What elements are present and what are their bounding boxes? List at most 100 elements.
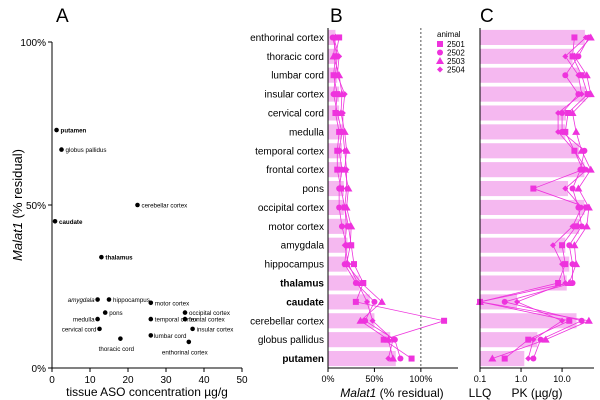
- scatter-point-label: cerebellar cortex: [142, 203, 189, 210]
- panel-b-series-point: [339, 128, 346, 135]
- legend-label: 2504: [447, 66, 465, 75]
- panel-c-bar: [480, 124, 566, 140]
- scatter-point-label: amygdala: [68, 297, 95, 304]
- panel-c-series-line: [479, 37, 592, 359]
- panel-b-series-point: [369, 317, 376, 324]
- panel-c-x-tick-label: 10.0: [553, 374, 571, 384]
- panel-b-series-line: [333, 37, 394, 359]
- panel-c-bar: [480, 181, 569, 197]
- scatter-point: [182, 310, 188, 315]
- panel-c-series-point: [555, 280, 562, 286]
- panel-c-series-point: [562, 185, 569, 192]
- legend-marker: [437, 41, 443, 47]
- panel-c-series-line: [479, 37, 589, 359]
- panel-c-series-point: [578, 223, 585, 230]
- panel-c-bar: [480, 199, 585, 215]
- panel-c-series-point: [574, 184, 583, 192]
- panel-b-x-tick-label: 50%: [365, 374, 383, 384]
- panel-c-series-point: [569, 223, 576, 230]
- category-label: temporal cortex: [255, 146, 324, 157]
- scatter-point-label: putamen: [61, 128, 87, 135]
- panel-c-series-point: [501, 355, 508, 362]
- panel-c-series-point: [488, 354, 497, 362]
- panel-c-series-point: [577, 146, 586, 154]
- panel-c-bar: [480, 275, 567, 291]
- panel-c-series-point: [566, 242, 573, 249]
- panel-c-series-point: [559, 242, 566, 249]
- panel-c-series-point: [582, 34, 589, 41]
- panel-c-series-point: [572, 260, 581, 268]
- scatter-point-label: temporal cortex: [155, 317, 199, 324]
- panel-c-bar: [480, 294, 518, 310]
- panel-b-series-line: [332, 37, 401, 359]
- panel-a-x-tick-label: 0: [49, 375, 55, 386]
- panel-b-series-point: [341, 242, 348, 249]
- panel-a-x-tick-label: 30: [160, 375, 172, 386]
- panel-b-bar: [328, 313, 375, 329]
- legend-marker: [436, 57, 444, 64]
- legend-label: 2503: [447, 57, 465, 66]
- panel-c-series-point: [578, 91, 585, 98]
- category-label: putamen: [282, 354, 324, 365]
- panel-b-series-point: [408, 355, 415, 362]
- scatter-point: [102, 310, 108, 315]
- panel-c-series-point: [565, 110, 572, 116]
- panel-b-series-point: [441, 317, 448, 324]
- panel-letter-b: B: [330, 6, 343, 27]
- scatter-point-label: globus pallidus: [66, 147, 107, 154]
- panel-c-series-point: [555, 110, 562, 116]
- panel-b-x-tick-label: 0%: [321, 374, 334, 384]
- panel-b-series-point: [336, 53, 343, 60]
- scatter-point: [95, 316, 100, 322]
- panel-c-series-point: [525, 336, 532, 343]
- panel-c-bar-chart: 0.1 1.0 10.0 LLQ PK (µg/g): [469, 28, 595, 400]
- scatter-point-label: enthorinal cortex: [162, 349, 209, 356]
- panel-b-series-point: [385, 355, 392, 362]
- panel-b-series-point: [390, 336, 396, 343]
- panel-c-series-point: [566, 317, 573, 324]
- panel-b-series-point: [334, 91, 341, 98]
- scatter-point: [186, 339, 192, 345]
- panel-c-bar: [480, 48, 573, 64]
- panel-b-bar-chart: enthorinal cortex thoracic cord lumbar cor…: [250, 28, 465, 400]
- panel-c-series-point: [541, 335, 550, 343]
- panel-c-bar: [480, 162, 585, 178]
- category-label: medulla: [289, 127, 324, 138]
- panel-b-series-point: [356, 316, 365, 324]
- panel-b-series-point: [343, 223, 350, 230]
- category-label: motor cortex: [268, 222, 324, 233]
- panel-b-series-point: [341, 147, 348, 154]
- panel-a-y-label: Malat1 (% residual): [10, 149, 25, 261]
- panel-c-series-point: [584, 203, 593, 211]
- panel-c-series-point: [586, 90, 595, 98]
- panel-c-bar: [480, 67, 580, 83]
- panel-b-series-point: [336, 34, 343, 41]
- panel-b-series-point: [330, 34, 337, 41]
- scatter-point: [59, 147, 64, 152]
- panel-c-series-point: [582, 222, 591, 230]
- panel-b-series-point: [334, 166, 341, 173]
- scatter-point-label: medulla: [73, 317, 95, 324]
- panel-c-x-tick-label: 1.0: [515, 374, 528, 384]
- panel-c-series-point: [568, 109, 577, 116]
- panel-c-series-point: [549, 242, 556, 249]
- scatter-point: [106, 297, 112, 302]
- panel-a-x-label: tissue ASO concentration µg/g: [66, 385, 228, 399]
- panel-a-y-tick-label: 50%: [26, 201, 46, 212]
- panel-b-series-point: [389, 354, 397, 362]
- panel-c-series-point: [586, 33, 595, 41]
- panel-a-scatter: Malat1 (% residual) tissue ASO concentra…: [10, 38, 248, 399]
- scatter-point: [148, 333, 154, 338]
- panel-c-series-point: [572, 127, 581, 135]
- scatter-point-label: lumbar cord: [154, 333, 187, 340]
- panel-b-bar: [328, 256, 348, 272]
- panel-c-series-point: [583, 166, 590, 173]
- panel-c-series-point: [559, 317, 566, 324]
- category-label: caudate: [286, 297, 324, 308]
- scatter-point-label: pons: [109, 310, 122, 317]
- scatter-point: [148, 300, 154, 306]
- panel-c-series-point: [570, 241, 579, 249]
- panel-b-series-point: [354, 280, 361, 286]
- panel-a-x-tick-label: 50: [236, 375, 248, 386]
